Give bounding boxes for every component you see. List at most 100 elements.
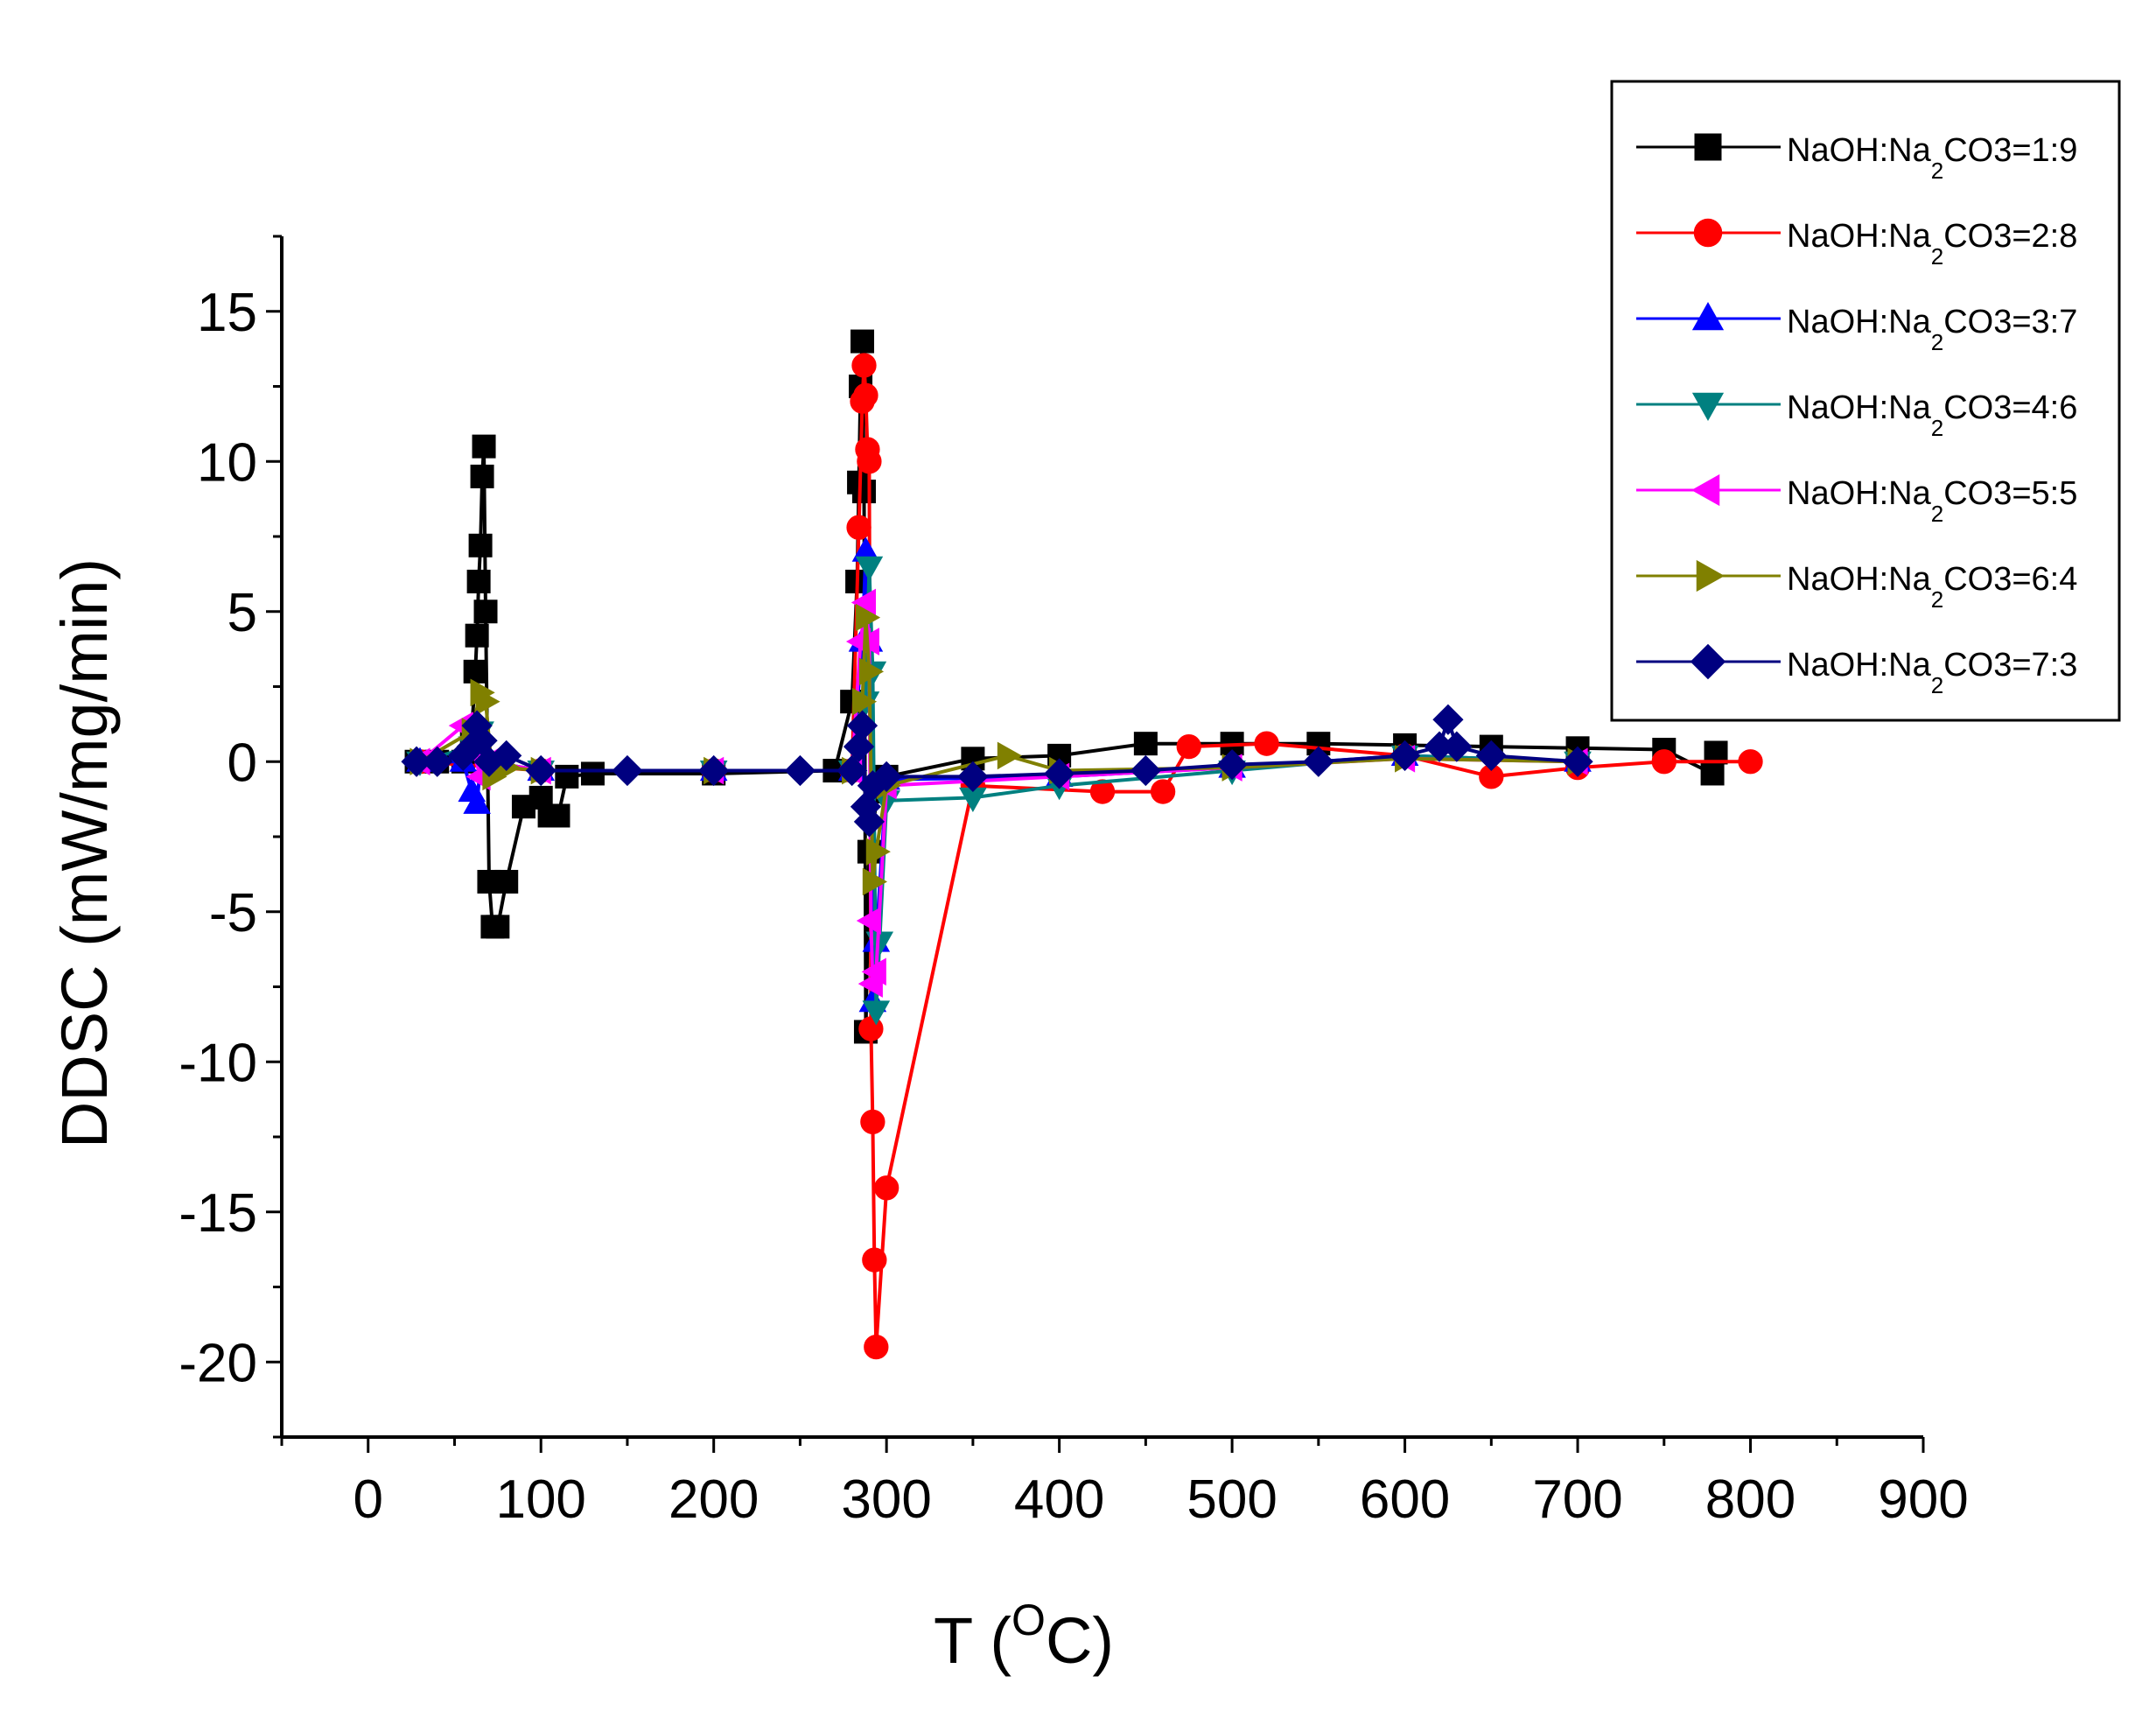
legend-marker [1694, 133, 1722, 161]
y-tick-label: 0 [228, 733, 257, 793]
data-point [860, 1109, 886, 1134]
data-point [862, 1000, 891, 1026]
data-point [1475, 740, 1507, 771]
data-point [1089, 779, 1116, 804]
x-tick-label: 300 [841, 1469, 931, 1530]
data-point [871, 761, 902, 793]
x-axis-title: T (OC) [934, 1595, 1114, 1677]
data-point [957, 761, 989, 793]
data-point [698, 754, 730, 787]
data-point [473, 600, 498, 624]
legend-label: NaOH:Na2CO3=7:3 [1787, 647, 2077, 698]
data-point [1441, 731, 1473, 762]
legend-marker [1691, 301, 1725, 331]
x-tick-label: 800 [1705, 1469, 1796, 1530]
legend-label: NaOH:Na2CO3=6:4 [1787, 561, 2077, 613]
data-point [1130, 754, 1161, 787]
legend-box [1610, 80, 2121, 722]
legend-item: NaOH:Na2CO3=2:8 [1636, 218, 2077, 270]
legend-marker [1693, 218, 1723, 248]
data-point [472, 434, 496, 459]
y-tick-label: -20 [178, 1333, 257, 1393]
legend-marker [1696, 559, 1726, 593]
x-tick-label: 100 [495, 1469, 585, 1530]
x-tick-label: 400 [1014, 1469, 1104, 1530]
x-tick-label: 0 [353, 1469, 382, 1530]
x-tick-label: 200 [668, 1469, 759, 1530]
data-point [486, 915, 510, 939]
data-point [1044, 758, 1075, 789]
data-point [851, 353, 877, 378]
data-point [1562, 746, 1593, 777]
y-tick-label: 15 [197, 283, 257, 343]
data-point [851, 480, 876, 504]
data-point [858, 657, 885, 686]
legend-item: NaOH:Na2CO3=6:4 [1636, 559, 2077, 613]
legend-marker [1691, 392, 1725, 422]
data-point [997, 741, 1023, 770]
data-point [1133, 732, 1158, 756]
data-point [1306, 732, 1331, 756]
data-point [855, 556, 884, 581]
data-point [874, 1175, 900, 1201]
y-tick-label: -5 [209, 883, 257, 943]
data-point [864, 1334, 889, 1360]
data-point [1651, 749, 1676, 775]
data-point [494, 869, 519, 894]
data-point [861, 957, 886, 986]
data-point [862, 867, 887, 896]
legend-item: NaOH:Na2CO3=1:9 [1636, 132, 2077, 184]
series-line [416, 340, 1718, 1034]
data-point [546, 803, 570, 828]
legend-label: NaOH:Na2CO3=4:6 [1787, 389, 2077, 441]
series-7 [401, 704, 1593, 838]
legend-item: NaOH:Na2CO3=7:3 [1636, 643, 2077, 698]
data-point [853, 382, 878, 408]
x-tick-label: 700 [1532, 1469, 1622, 1530]
data-point [851, 687, 878, 716]
data-point [1150, 779, 1176, 804]
data-point [1700, 761, 1725, 786]
data-point [1389, 740, 1421, 771]
legend-marker [1690, 643, 1726, 680]
x-tick-label: 900 [1878, 1469, 1968, 1530]
legend-item: NaOH:Na2CO3=5:5 [1636, 473, 2077, 527]
series-line [419, 363, 1751, 1350]
data-point [1216, 749, 1248, 781]
data-point [470, 464, 494, 488]
y-axis-title: DDSC (mW/mg/min) [48, 558, 121, 1148]
data-point [463, 789, 491, 814]
legend-marker [1690, 473, 1720, 507]
x-tick-label: 600 [1360, 1469, 1450, 1530]
data-point [491, 740, 522, 771]
data-point [856, 907, 881, 935]
legend-label: NaOH:Na2CO3=3:7 [1787, 304, 2077, 355]
data-point [466, 569, 491, 593]
data-point [1303, 746, 1334, 777]
axes-layer: 0 100 200 300 400 500 600 700 800 900 -20-15-10-5… [178, 235, 1969, 1530]
legend-item: NaOH:Na2CO3=4:6 [1636, 389, 2077, 441]
data-point [865, 838, 891, 866]
data-point [836, 754, 868, 787]
data-point [1176, 733, 1201, 760]
data-point [862, 1247, 887, 1273]
series-2 [407, 353, 1763, 1360]
data-point [853, 806, 886, 838]
data-point [846, 710, 878, 741]
data-point [846, 515, 872, 540]
data-point [401, 746, 432, 777]
data-point [784, 754, 816, 787]
legend-label: NaOH:Na2CO3=5:5 [1787, 475, 2077, 527]
data-point [1254, 731, 1279, 756]
data-point [612, 754, 643, 787]
data-point [555, 764, 579, 789]
legend-label: NaOH:Na2CO3=1:9 [1787, 132, 2077, 184]
y-tick-label: -15 [178, 1183, 257, 1244]
x-axis-ticks: 0 100 200 300 400 500 600 700 800 900 [280, 1437, 1969, 1530]
series-line [419, 564, 1578, 1013]
data-point [465, 623, 489, 648]
data-point [843, 731, 875, 762]
data-point [475, 687, 500, 716]
legend: NaOH:Na2CO3=1:9 NaOH:Na2CO3=2:8 NaOH:Na2CO… [1610, 80, 2121, 722]
